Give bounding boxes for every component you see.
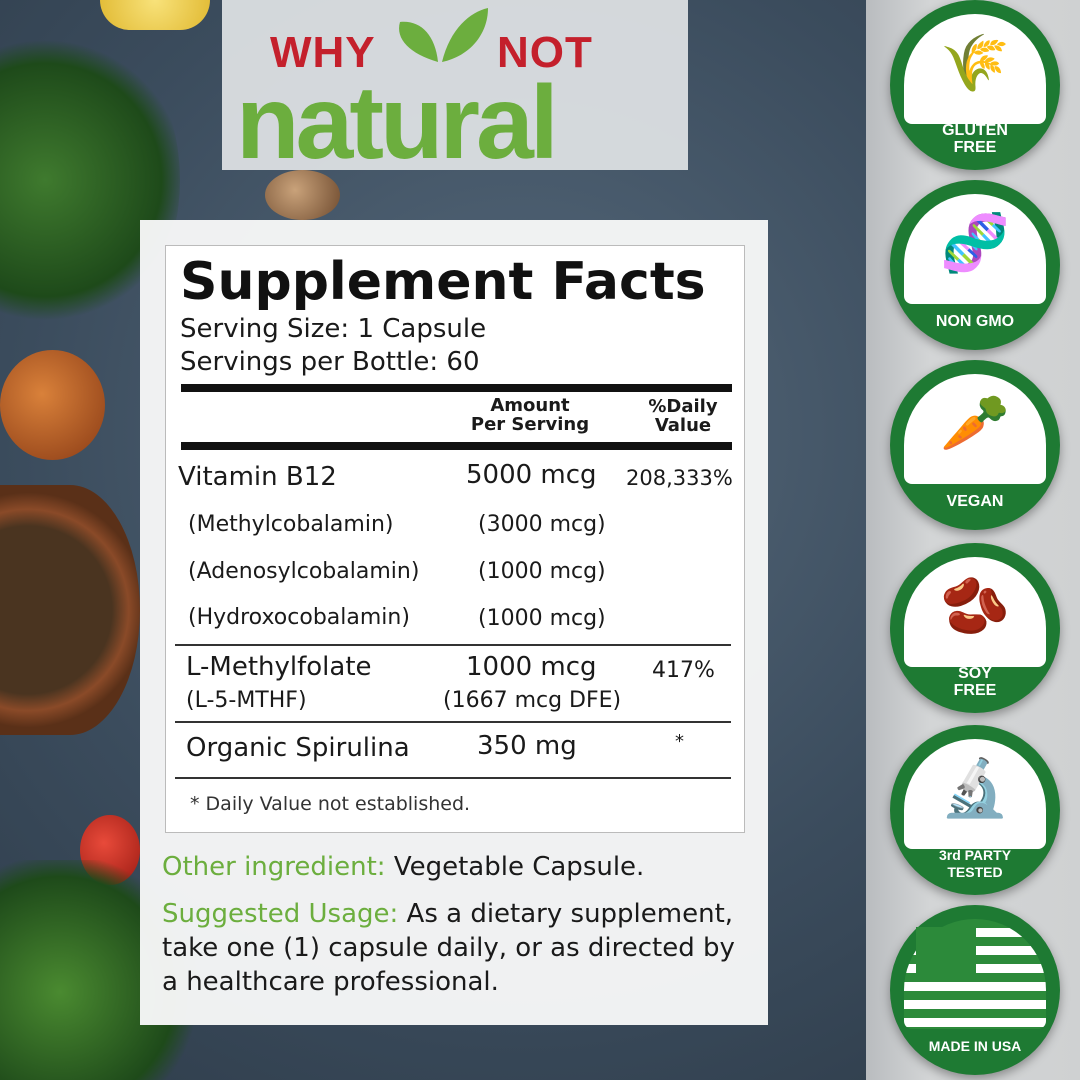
divider <box>175 644 731 646</box>
usage-line: take one (1) capsule daily, or as direct… <box>162 933 735 963</box>
badge-label: VEGAN <box>946 493 1004 510</box>
facts-title: Supplement Facts <box>180 252 706 312</box>
divider <box>175 721 731 723</box>
onion-decoration <box>0 350 105 460</box>
badge-soy-free: 🫘 SOY FREE <box>890 543 1060 713</box>
suggested-usage: Suggested Usage: As a dietary supplement… <box>162 897 735 999</box>
badge-made-in-usa: MADE IN USA <box>890 905 1060 1075</box>
logo-word-why: WHY <box>270 28 376 77</box>
divider-thick <box>181 384 732 392</box>
microscope-icon: 🔬 <box>940 756 1010 821</box>
col-amount-line1: Amount <box>490 395 570 416</box>
badge-third-party-tested: 🔬 3rd PARTY TESTED <box>890 725 1060 895</box>
badge-label: FREE <box>953 682 997 699</box>
peppercorn-bowl-decoration <box>0 485 140 735</box>
row-dv: 417% <box>652 658 715 683</box>
badge-gluten-free: 🌾 GLUTEN FREE <box>890 0 1060 170</box>
other-ingredient-text: Vegetable Capsule. <box>393 852 645 882</box>
col-dv-header: %Daily Value <box>628 397 738 435</box>
col-dv-line2: Value <box>654 415 712 436</box>
dna-crossed-icon: 🧬 <box>940 211 1010 276</box>
row-amount: (1000 mcg) <box>478 559 606 584</box>
vegetables-icon: 🥕 <box>940 391 1010 456</box>
divider-thick <box>181 442 732 450</box>
badge-non-gmo: 🧬 NON GMO <box>890 180 1060 350</box>
usage-line: As a dietary supplement, <box>406 899 734 929</box>
row-name: (Adenosylcobalamin) <box>188 559 420 584</box>
logo-word-not: NOT <box>497 28 593 77</box>
brand-logo: WHY NOT natural <box>222 0 688 181</box>
col-amount-line2: Per Serving <box>470 414 590 435</box>
col-dv-line1: %Daily <box>648 396 718 417</box>
col-amount-header: Amount Per Serving <box>440 396 620 434</box>
usage-label: Suggested Usage: <box>162 899 399 929</box>
soybean-crossed-icon: 🫘 <box>940 574 1010 639</box>
badge-vegan: 🥕 VEGAN <box>890 360 1060 530</box>
other-ingredient: Other ingredient: Vegetable Capsule. <box>162 851 644 883</box>
row-amount: 350 mg <box>477 731 577 761</box>
usage-line: a healthcare professional. <box>162 967 499 997</box>
wheat-crossed-icon: 🌾 <box>940 31 1010 96</box>
row-amount: 5000 mcg <box>466 460 597 490</box>
badge-label: TESTED <box>947 864 1003 880</box>
row-name: (Methylcobalamin) <box>188 512 394 537</box>
badge-label: SOY <box>958 665 992 682</box>
badge-label: 3rd PARTY <box>938 847 1012 863</box>
row-amount-sub: (1667 mcg DFE) <box>443 688 622 713</box>
row-amount: 1000 mcg <box>466 652 597 682</box>
row-dv: 208,333% <box>626 466 733 490</box>
lemon-decoration <box>100 0 210 30</box>
row-dv: * <box>675 731 684 752</box>
badge-label: NON GMO <box>935 313 1015 330</box>
other-ingredient-label: Other ingredient: <box>162 852 386 882</box>
servings-per-bottle: Servings per Bottle: 60 <box>180 347 480 377</box>
footnote: * Daily Value not established. <box>190 793 471 815</box>
mushroom-decoration <box>265 170 340 220</box>
usa-flag-icon <box>916 927 976 977</box>
row-amount: (3000 mcg) <box>478 512 606 537</box>
row-name: Vitamin B12 <box>178 462 337 492</box>
badge-label: GLUTEN <box>942 122 1008 139</box>
row-name: L-Methylfolate <box>186 652 372 682</box>
row-name: Organic Spirulina <box>186 733 410 763</box>
badge-label: MADE IN USA <box>928 1038 1022 1054</box>
supplement-facts-table <box>165 245 745 833</box>
logo-word-natural: natural <box>236 65 559 181</box>
divider <box>175 777 731 779</box>
leaf-icon <box>390 4 490 64</box>
row-name: (Hydroxocobalamin) <box>188 605 410 630</box>
row-subname: (L-5-MTHF) <box>186 688 307 713</box>
serving-size: Serving Size: 1 Capsule <box>180 314 487 344</box>
row-amount: (1000 mcg) <box>478 606 606 631</box>
badge-label: FREE <box>953 139 997 156</box>
